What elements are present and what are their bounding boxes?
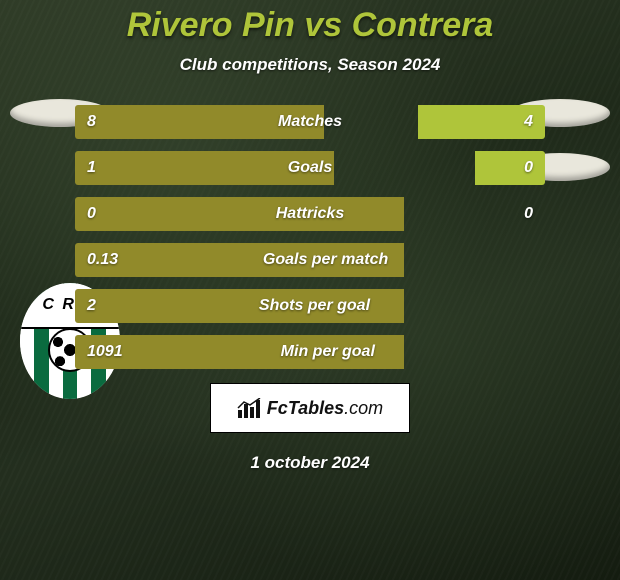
stat-label: Hattricks: [96, 205, 524, 223]
stat-label: Goals per match: [118, 251, 533, 269]
stat-value-left: 0: [87, 205, 96, 223]
brand-suffix: .com: [344, 398, 383, 418]
stat-value-left: 0.13: [87, 251, 118, 269]
comparison-card: Rivero Pin vs Contrera Club competitions…: [0, 0, 620, 473]
bar-chart-icon: [237, 398, 263, 418]
brand-footer: FcTables.com: [210, 383, 410, 433]
stat-value-right: 0: [524, 205, 533, 223]
stat-row: 1091Min per goal: [75, 335, 545, 369]
stat-label: Shots per goal: [96, 297, 533, 315]
stat-row: 0.13Goals per match: [75, 243, 545, 277]
stat-value-right: 4: [524, 113, 533, 131]
stat-row: 1Goals0: [75, 151, 545, 185]
stat-value-left: 1: [87, 159, 96, 177]
stat-row: 2Shots per goal: [75, 289, 545, 323]
snapshot-date: 1 october 2024: [0, 453, 620, 473]
page-title: Rivero Pin vs Contrera: [0, 6, 620, 45]
page-subtitle: Club competitions, Season 2024: [0, 55, 620, 75]
stats-arena: C R M 8Matches41Goals00Hattricks00.13Goa…: [0, 105, 620, 369]
stat-label: Matches: [96, 113, 524, 131]
stat-label: Min per goal: [123, 343, 533, 361]
stat-value-right: 0: [524, 159, 533, 177]
stat-value-left: 8: [87, 113, 96, 131]
brand-prefix: Fc: [267, 398, 288, 418]
stat-value-left: 1091: [87, 343, 123, 361]
stat-row: 0Hattricks0: [75, 197, 545, 231]
stat-row: 8Matches4: [75, 105, 545, 139]
brand-main: Tables: [288, 398, 344, 418]
stat-value-left: 2: [87, 297, 96, 315]
brand-text: FcTables.com: [267, 398, 383, 419]
stat-label: Goals: [96, 159, 524, 177]
